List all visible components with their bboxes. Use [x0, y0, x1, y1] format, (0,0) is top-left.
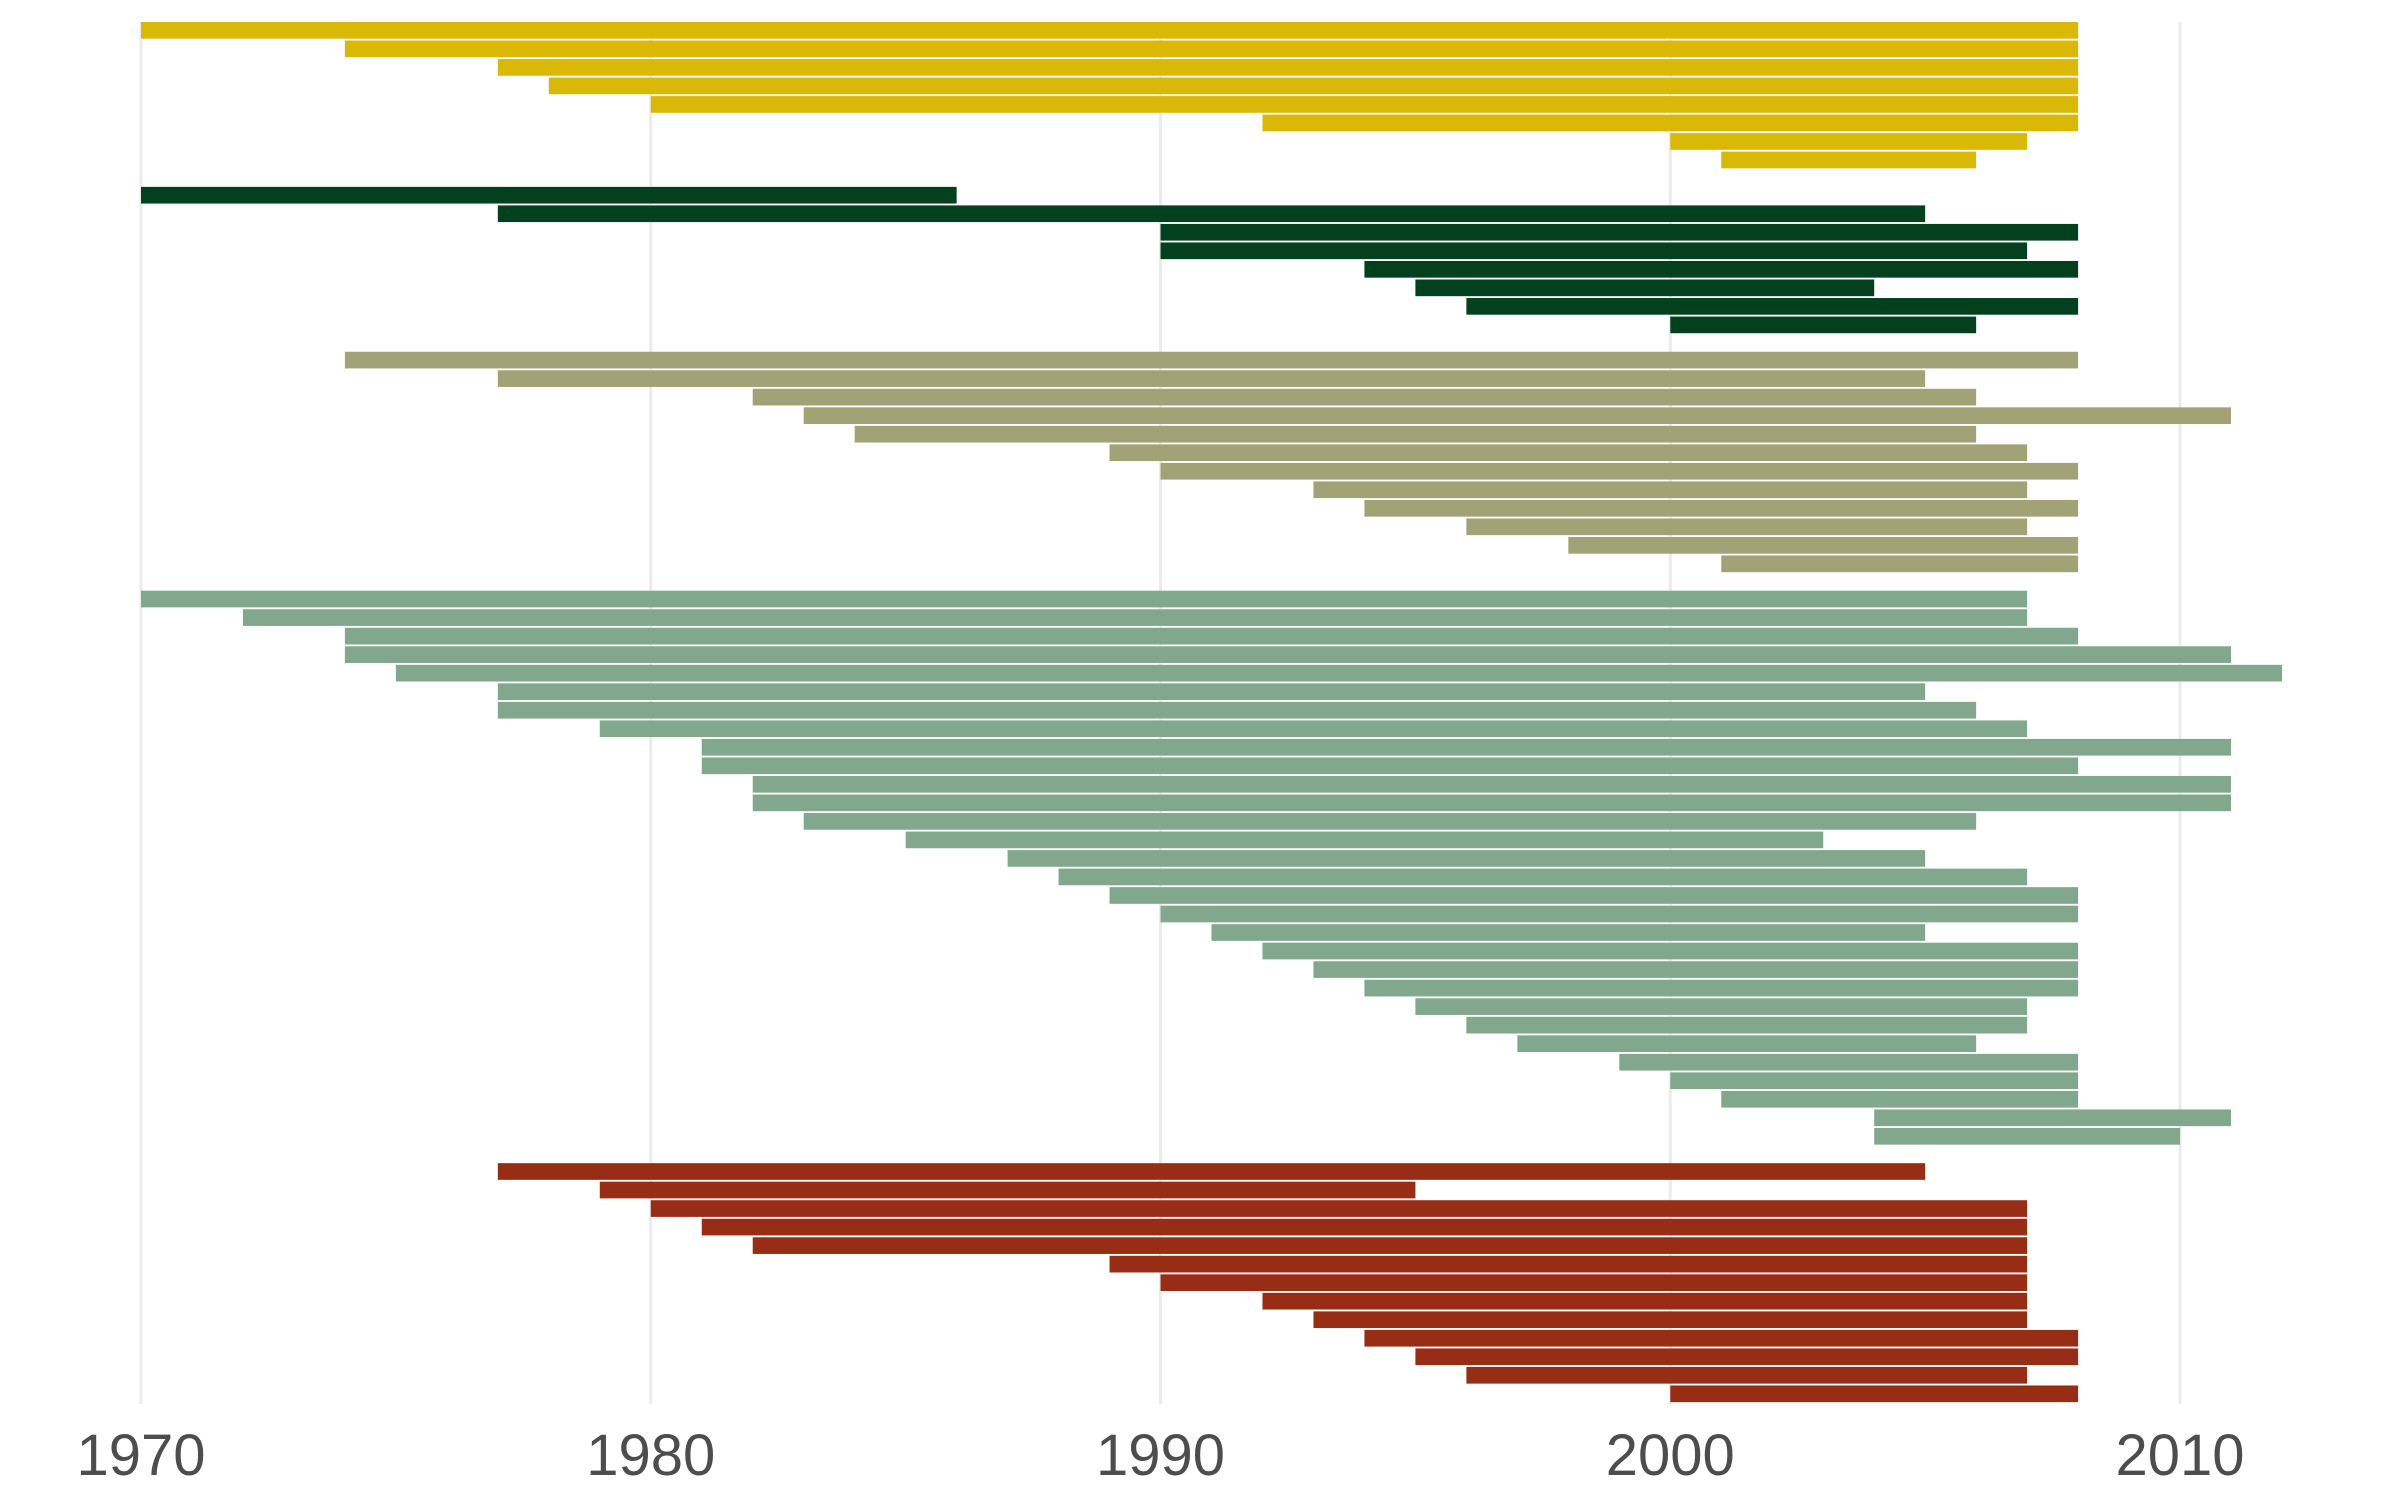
bar-1-4 — [1364, 260, 2079, 278]
bar-4-4 — [752, 1237, 2028, 1254]
bar-2-8 — [1364, 499, 2079, 517]
bar-2-9 — [1466, 518, 2028, 536]
bar-3-24 — [1517, 1035, 1977, 1053]
bar-3-12 — [803, 813, 1977, 830]
bar-3-20 — [1313, 961, 2079, 978]
bar-3-27 — [1721, 1090, 2079, 1108]
bar-3-18 — [1211, 924, 1926, 941]
bar-4-2 — [650, 1200, 2028, 1217]
bar-0-2 — [497, 59, 2079, 76]
bar-layer — [141, 22, 2282, 1403]
bar-3-6 — [497, 701, 1977, 719]
x-tick-label: 1980 — [586, 1423, 715, 1488]
bar-3-29 — [1874, 1127, 2181, 1145]
bar-3-7 — [599, 720, 2028, 738]
bar-3-19 — [1262, 942, 2079, 960]
x-tick-label: 1970 — [76, 1423, 205, 1488]
bar-3-22 — [1415, 998, 2028, 1015]
series-group-3 — [141, 590, 2282, 1145]
series-group-1 — [141, 186, 2079, 334]
bar-0-4 — [650, 96, 2079, 113]
bar-0-5 — [1262, 114, 2079, 132]
bar-1-3 — [1160, 242, 2028, 260]
bar-0-7 — [1721, 151, 1977, 169]
bar-2-10 — [1568, 537, 2079, 554]
bar-3-14 — [1007, 850, 1926, 867]
bar-3-17 — [1160, 905, 2079, 923]
bar-3-23 — [1466, 1016, 2028, 1034]
bar-3-4 — [395, 664, 2282, 682]
bar-3-26 — [1670, 1072, 2079, 1090]
bar-4-12 — [1670, 1385, 2079, 1403]
x-tick-label: 1990 — [1096, 1423, 1225, 1488]
bar-0-6 — [1670, 133, 2028, 150]
bar-4-9 — [1364, 1329, 2079, 1347]
series-group-0 — [141, 22, 2079, 169]
x-axis: 1970 1980 1990 2000 2010 — [76, 1423, 2244, 1488]
bar-2-2 — [752, 388, 1977, 406]
bar-3-25 — [1619, 1053, 2079, 1071]
bar-4-7 — [1262, 1292, 2028, 1310]
bar-4-11 — [1466, 1366, 2028, 1384]
bar-1-2 — [1160, 223, 2079, 241]
bar-4-1 — [599, 1181, 1416, 1199]
bar-2-3 — [803, 407, 2232, 425]
bar-3-0 — [141, 590, 2028, 608]
bar-3-10 — [752, 775, 2232, 793]
bar-3-1 — [242, 609, 2028, 626]
bar-4-5 — [1109, 1255, 2028, 1273]
bar-1-6 — [1466, 298, 2079, 315]
bar-3-2 — [344, 627, 2079, 645]
bar-4-8 — [1313, 1311, 2028, 1329]
bar-0-0 — [141, 22, 2079, 39]
bar-3-13 — [905, 831, 1824, 849]
bar-3-9 — [701, 757, 2079, 775]
bar-2-5 — [1109, 444, 2028, 462]
bar-1-1 — [497, 205, 1926, 223]
bar-4-6 — [1160, 1274, 2028, 1291]
bar-3-21 — [1364, 979, 2079, 997]
series-group-4 — [497, 1163, 2079, 1403]
bar-0-3 — [548, 77, 2079, 95]
bar-2-11 — [1721, 555, 2079, 573]
bar-3-8 — [701, 738, 2232, 756]
bar-1-5 — [1415, 279, 1875, 297]
bar-3-5 — [497, 683, 1926, 701]
bar-1-7 — [1670, 316, 1977, 334]
bar-3-3 — [344, 646, 2232, 663]
bar-4-0 — [497, 1163, 1926, 1180]
bar-2-1 — [497, 370, 1926, 387]
bar-3-16 — [1109, 887, 2079, 904]
x-tick-label: 2000 — [1606, 1423, 1735, 1488]
bar-2-0 — [344, 351, 2079, 369]
x-tick-label: 2010 — [2116, 1423, 2245, 1488]
bar-2-6 — [1160, 462, 2079, 480]
bar-3-15 — [1058, 868, 2028, 886]
bar-2-7 — [1313, 481, 2028, 499]
series-group-2 — [344, 351, 2232, 573]
bar-4-10 — [1415, 1348, 2079, 1366]
bar-3-28 — [1874, 1109, 2232, 1127]
bar-3-11 — [752, 794, 2232, 812]
bar-1-0 — [141, 186, 957, 204]
bar-2-4 — [854, 425, 1977, 443]
bar-4-3 — [701, 1218, 2028, 1236]
bar-0-1 — [344, 40, 2079, 58]
